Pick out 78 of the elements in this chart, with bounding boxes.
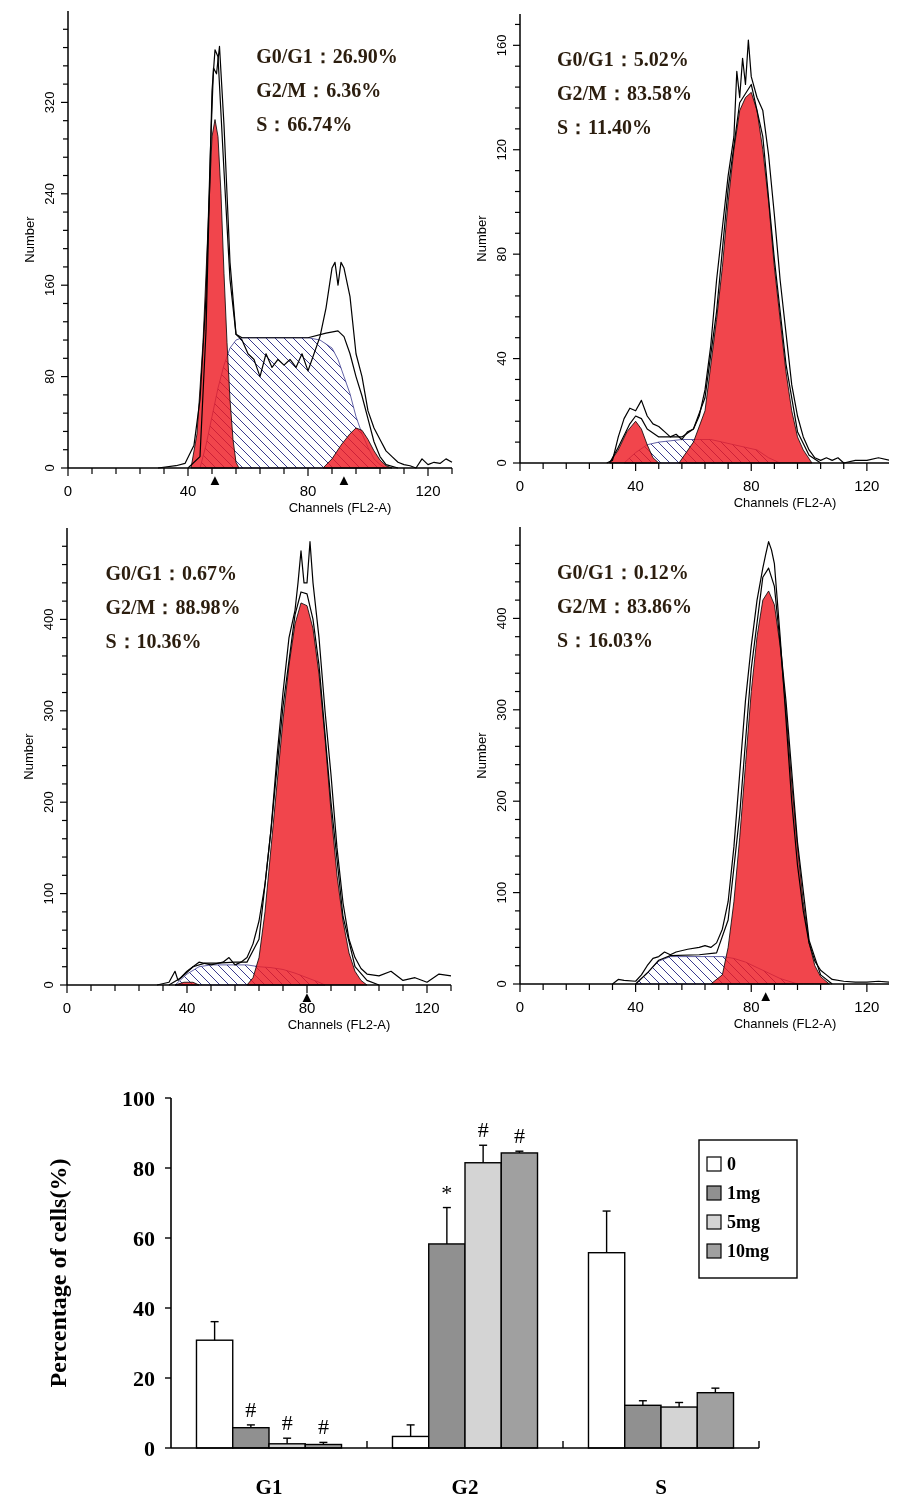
data-label: #: [281, 1410, 293, 1436]
x-tick-label: 40: [627, 998, 644, 1015]
legend-label: 0: [727, 1154, 736, 1174]
annotation: G2/M：83.86%: [557, 595, 692, 617]
y-axis-title: Number: [21, 732, 36, 780]
x-tick-label: 0: [515, 477, 525, 494]
y-tick-label: 40: [133, 1295, 155, 1321]
x-tick-label: 40: [179, 482, 197, 499]
x-tick-label: 0: [515, 998, 525, 1015]
y-tick-label: 300: [41, 699, 56, 722]
annotation: G0/G1：5.02%: [557, 48, 689, 70]
data-label: #: [513, 1123, 525, 1149]
y-tick-label: 100: [41, 882, 56, 905]
y-tick-label: 0: [144, 1435, 155, 1461]
annotation: ▲: [207, 471, 223, 488]
y-tick-label: 40: [494, 351, 509, 366]
data-label: #: [245, 1396, 257, 1422]
y-tick-label: 0: [494, 980, 509, 988]
x-tick-label: 120: [414, 999, 440, 1016]
x-tick-label: G1: [255, 1475, 283, 1499]
annotation: ▲: [336, 471, 352, 488]
y-tick-label: 0: [494, 459, 509, 467]
annotation: G0/G1：26.90%: [256, 45, 398, 67]
x-tick-label: 120: [415, 482, 441, 499]
x-tick-label: 0: [62, 999, 72, 1016]
x-tick-label: 0: [63, 482, 73, 499]
y-tick-label: 0: [42, 464, 57, 472]
x-tick-label: G2: [451, 1475, 479, 1499]
y-tick-label: 80: [494, 246, 509, 262]
y-tick-label: 200: [41, 791, 56, 814]
annotation: G0/G1：0.12%: [557, 561, 689, 583]
y-tick-label: 100: [122, 1085, 155, 1111]
y-axis-title: Number: [474, 214, 489, 262]
annotation: G0/G1：0.67%: [105, 562, 238, 584]
y-tick-label: 60: [133, 1225, 155, 1251]
x-axis-title: Channels (FL2-A): [733, 1016, 837, 1031]
legend-label: 10mg: [727, 1241, 769, 1261]
y-tick-label: 120: [494, 138, 509, 161]
x-tick-label: 120: [854, 998, 880, 1015]
data-label: *: [441, 1179, 453, 1205]
y-tick-label: 80: [133, 1155, 155, 1181]
x-tick-label: S: [655, 1475, 667, 1499]
annotation: G2/M：6.36%: [256, 79, 382, 101]
data-label: #: [317, 1414, 329, 1440]
y-tick-label: 80: [42, 369, 57, 384]
x-tick-label: 80: [742, 998, 760, 1015]
y-tick-label: 240: [42, 182, 57, 205]
y-tick-label: 400: [494, 607, 509, 630]
annotation: G2/M：88.98%: [105, 596, 241, 618]
x-tick-label: 80: [299, 482, 317, 499]
x-tick-label: 40: [627, 477, 644, 494]
x-tick-label: 80: [742, 477, 760, 494]
y-tick-label: 100: [494, 881, 509, 904]
x-axis-title: Channels (FL2-A): [287, 1017, 391, 1032]
y-axis-title: Percentage of cells(%): [45, 1158, 71, 1388]
legend-label: 1mg: [727, 1183, 760, 1203]
annotation: S：11.40%: [557, 116, 653, 138]
y-tick-label: 300: [494, 698, 509, 721]
annotation: G2/M：83.58%: [557, 82, 692, 104]
data-label: #: [477, 1117, 489, 1143]
annotation: S：10.36%: [105, 630, 202, 652]
x-tick-label: 40: [178, 999, 196, 1016]
y-axis-title: Number: [22, 215, 37, 263]
y-axis-title: Number: [474, 731, 489, 779]
x-axis-title: Channels (FL2-A): [288, 500, 392, 515]
annotation: ▲: [758, 987, 774, 1004]
y-tick-label: 20: [133, 1365, 155, 1391]
x-axis-title: Channels (FL2-A): [733, 495, 837, 510]
annotation: S：66.74%: [256, 113, 353, 135]
legend-label: 5mg: [727, 1212, 760, 1232]
y-tick-label: 160: [494, 34, 509, 57]
y-tick-label: 400: [41, 608, 56, 631]
y-tick-label: 160: [42, 274, 57, 297]
annotation: S：16.03%: [557, 629, 654, 651]
x-tick-label: 120: [854, 477, 880, 494]
y-tick-label: 200: [494, 790, 509, 813]
y-tick-label: 0: [41, 981, 56, 989]
y-tick-label: 320: [42, 91, 57, 114]
